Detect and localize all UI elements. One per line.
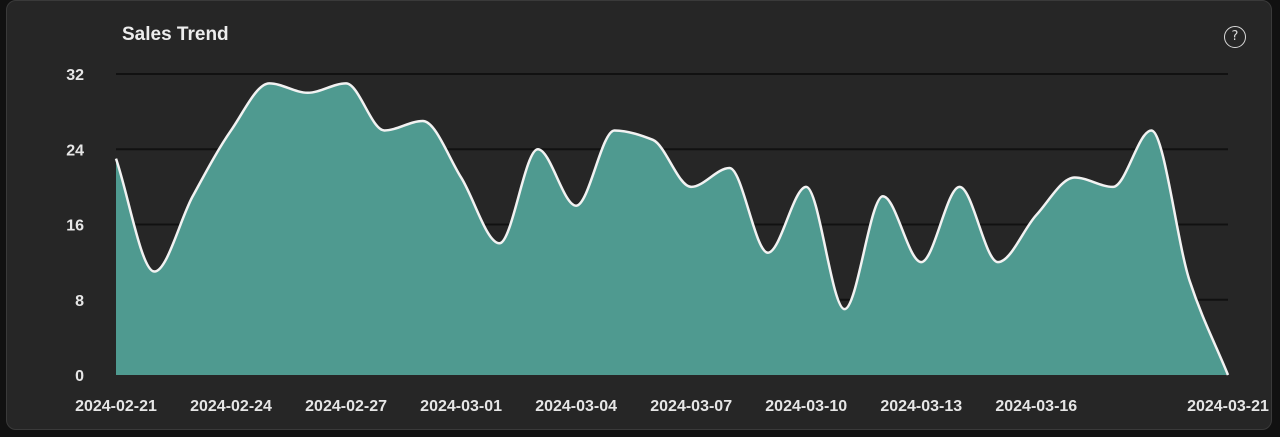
x-tick-label: 2024-03-21 <box>1187 398 1269 415</box>
y-tick-label: 0 <box>75 368 84 385</box>
x-axis-ticks: 2024-02-21 2024-02-24 2024-02-27 2024-03-01… <box>75 398 1269 415</box>
x-tick-label: 2024-03-07 <box>650 398 732 415</box>
x-tick-label: 2024-02-27 <box>305 398 387 415</box>
series-area <box>116 83 1228 375</box>
y-tick-label: 32 <box>66 67 84 84</box>
x-tick-label: 2024-03-16 <box>995 398 1077 415</box>
x-tick-label: 2024-02-24 <box>190 398 272 415</box>
y-tick-label: 24 <box>66 142 84 159</box>
x-tick-label: 2024-03-01 <box>420 398 502 415</box>
x-tick-label: 2024-03-13 <box>880 398 962 415</box>
y-tick-label: 8 <box>75 293 84 310</box>
chart-title: Sales Trend <box>122 24 229 45</box>
series-line <box>114 82 1230 376</box>
x-tick-label: 2024-02-21 <box>75 398 157 415</box>
x-tick-label: 2024-03-04 <box>535 398 617 415</box>
help-icon[interactable]: ? <box>1224 26 1246 48</box>
y-axis-ticks: 0 8 16 24 32 <box>66 67 84 385</box>
y-tick-label: 16 <box>66 218 84 235</box>
x-tick-label: 2024-03-10 <box>765 398 847 415</box>
